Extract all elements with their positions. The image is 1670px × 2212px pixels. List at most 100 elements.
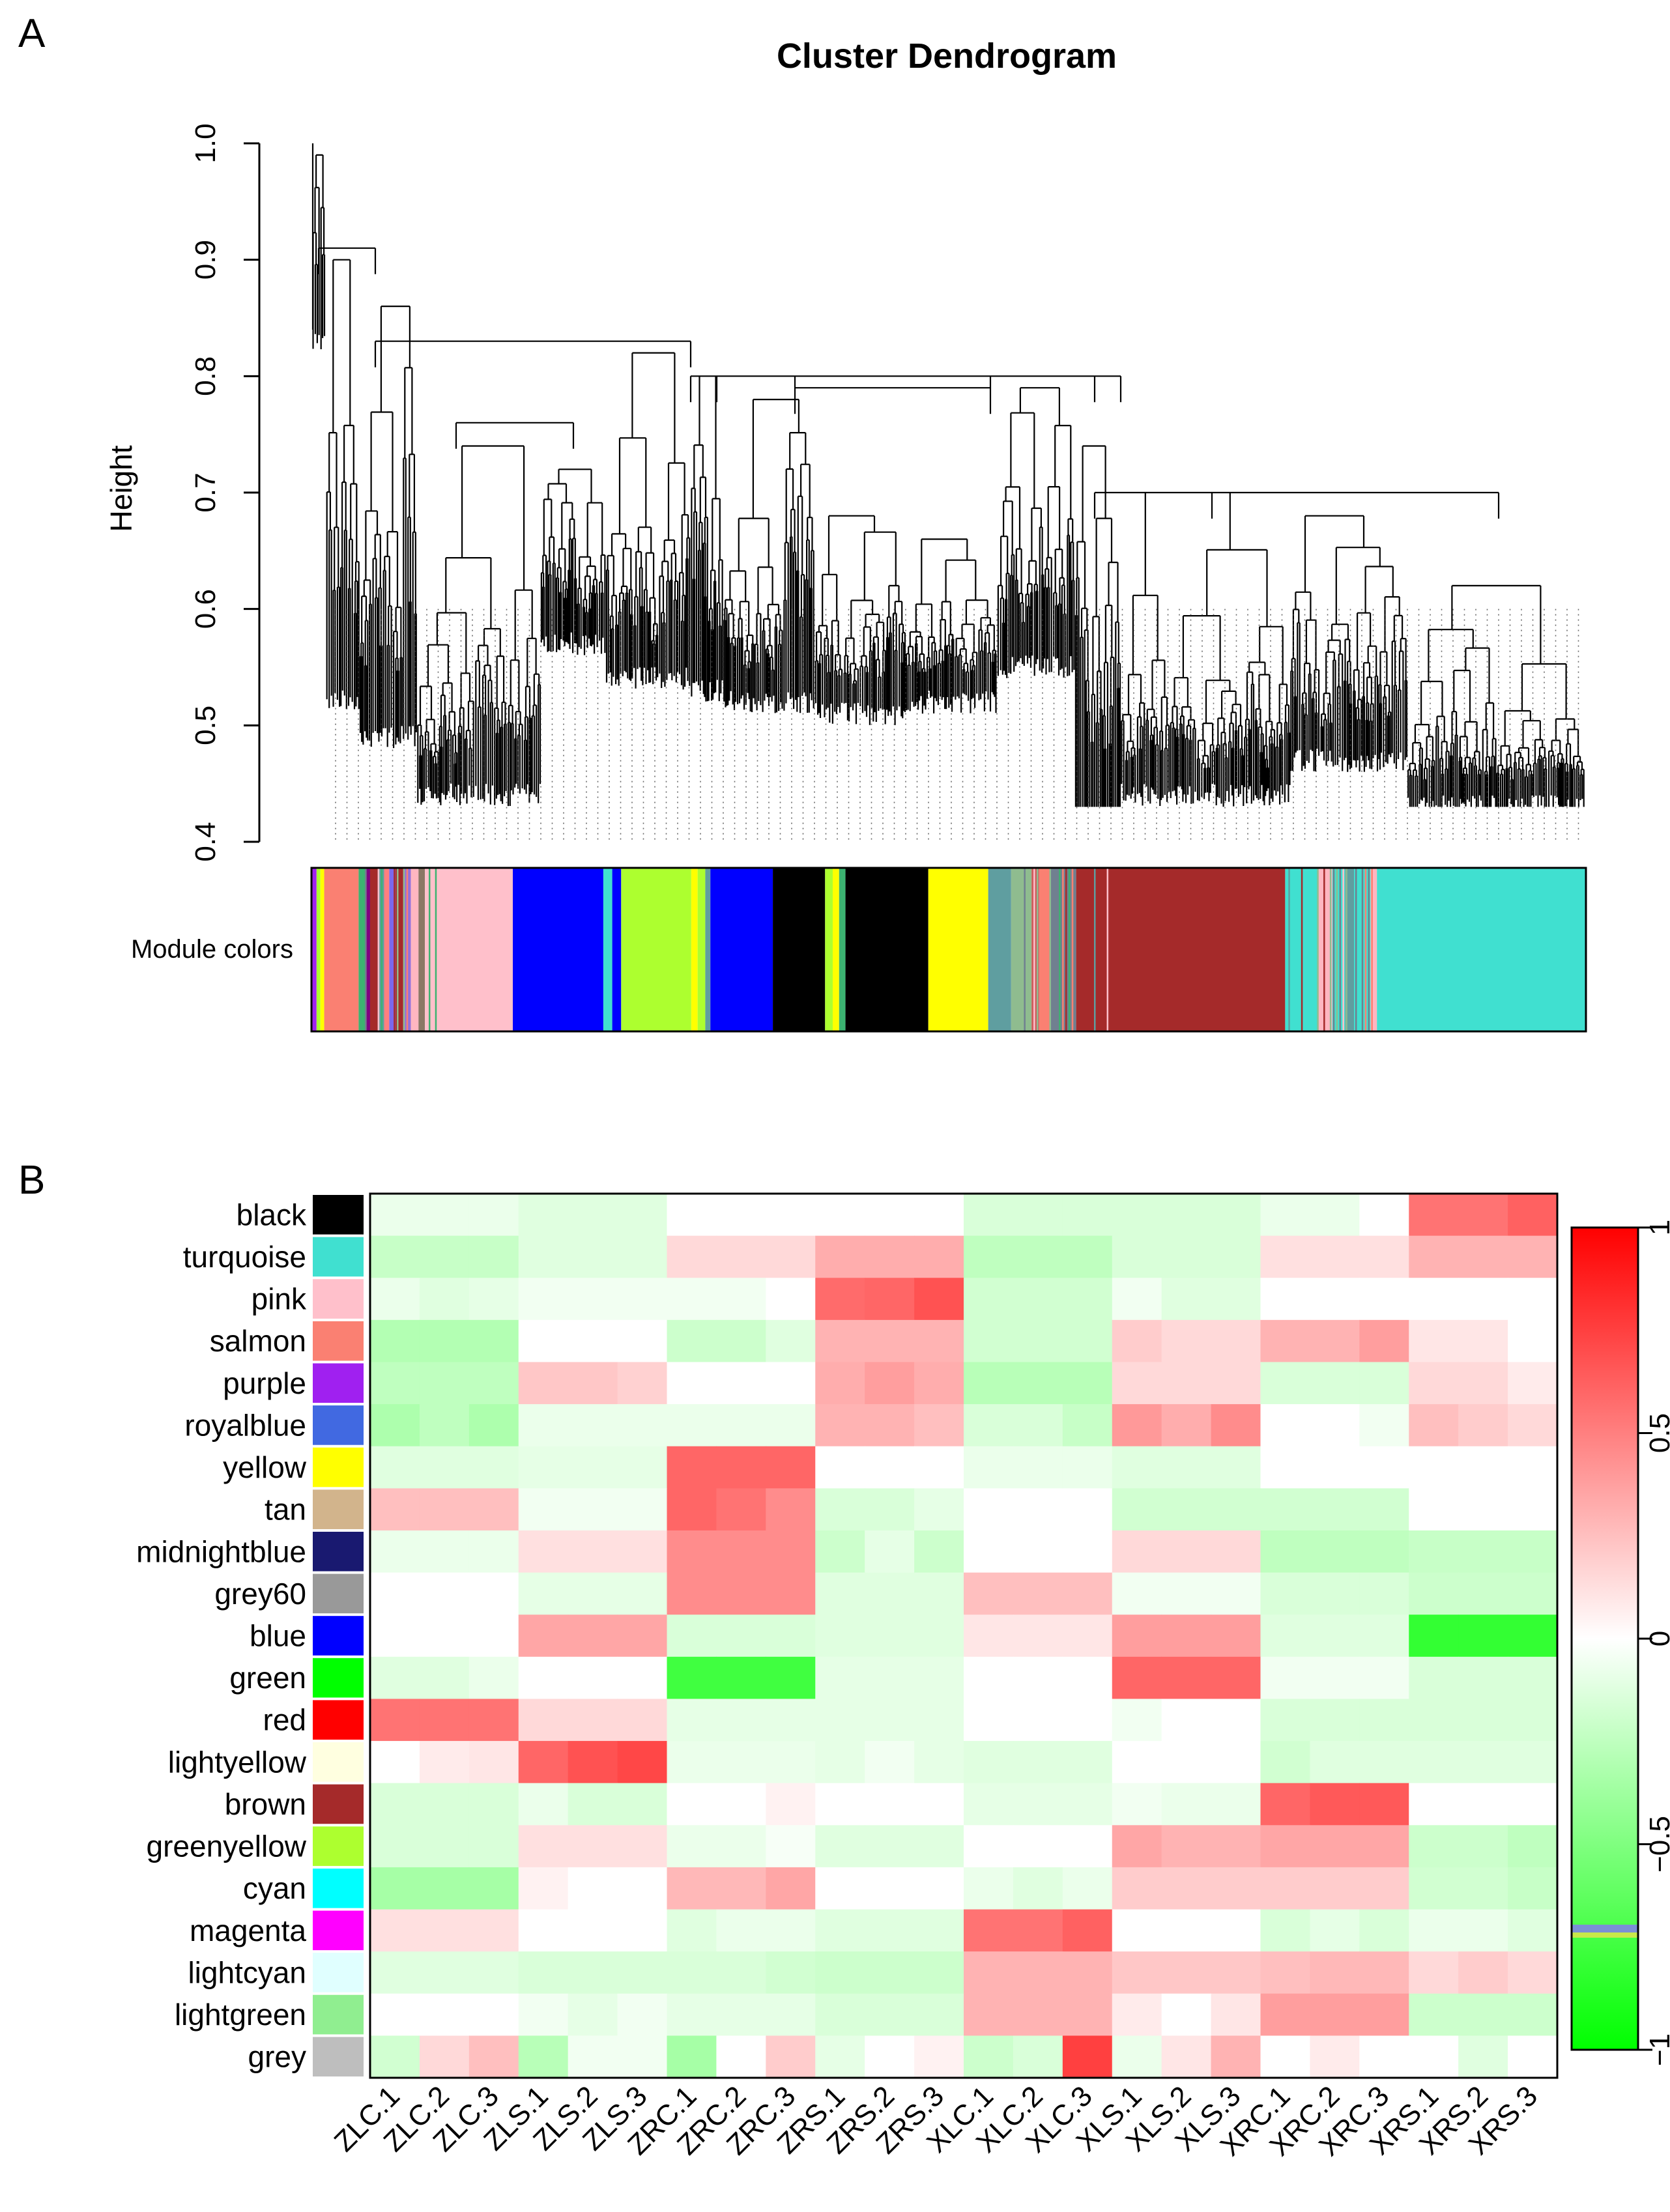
heatmap-cell	[1508, 1319, 1558, 1363]
heatmap-cell	[1211, 1530, 1261, 1573]
heatmap-cell	[518, 1993, 569, 2036]
heatmap-cell	[370, 1235, 420, 1278]
heatmap-cell	[1508, 1404, 1558, 1447]
heatmap-cell	[568, 1194, 618, 1237]
module-swatch-lightyellow	[313, 1742, 364, 1782]
heatmap-cell	[468, 1319, 519, 1363]
heatmap-cell	[1310, 1825, 1360, 1868]
heatmap-cell	[1062, 1993, 1113, 2036]
heatmap-cell	[815, 1867, 865, 1910]
heatmap-cell	[419, 1319, 470, 1363]
heatmap-cell	[1409, 1867, 1459, 1910]
heatmap-cell	[1062, 1615, 1113, 1658]
heatmap-cell	[964, 1699, 1014, 1742]
module-swatch-green	[313, 1658, 364, 1698]
heatmap-cell	[716, 2035, 766, 2078]
heatmap-cell	[964, 1194, 1014, 1237]
heatmap-cell	[1508, 1235, 1558, 1278]
heatmap-cell	[865, 1194, 915, 1237]
module-label-brown: brown	[225, 1787, 306, 1821]
heatmap-cell	[419, 1615, 470, 1658]
heatmap-cell	[1211, 1909, 1261, 1952]
module-swatch-grey	[313, 2037, 364, 2076]
dendrogram-branches	[311, 143, 1585, 807]
heatmap-cell	[1310, 1404, 1360, 1447]
heatmap-cell	[865, 1699, 915, 1742]
heatmap-cell	[1310, 1530, 1360, 1573]
heatmap-cell	[1211, 1278, 1261, 1321]
heatmap-cell	[568, 1741, 618, 1784]
heatmap-cell	[1062, 1741, 1113, 1784]
heatmap-cell	[518, 1194, 569, 1237]
heatmap-cell	[1359, 1488, 1409, 1531]
heatmap-cell	[1508, 1825, 1558, 1868]
heatmap-cell	[1013, 1278, 1063, 1321]
heatmap-cell	[518, 1530, 569, 1573]
heatmap-cell	[1310, 1319, 1360, 1363]
heatmap-cell	[1260, 1656, 1311, 1700]
heatmap-cell	[964, 1319, 1014, 1363]
module-color-segment	[436, 868, 513, 1031]
heatmap-cell	[964, 1656, 1014, 1700]
heatmap-cell	[1062, 2035, 1113, 2078]
heatmap-cell	[617, 1741, 668, 1784]
heatmap-cell	[1161, 1446, 1212, 1489]
module-color-segment	[384, 868, 390, 1031]
heatmap-cell	[766, 1825, 816, 1868]
heatmap-cell	[419, 1194, 470, 1237]
heatmap-cell	[914, 1741, 964, 1784]
module-color-segment	[928, 868, 988, 1031]
module-color-segment	[621, 868, 691, 1031]
heatmap-cell	[1260, 1825, 1311, 1868]
heatmap-cell	[1161, 1993, 1212, 2036]
heatmap-cell	[617, 1825, 668, 1868]
module-color-segment	[311, 868, 317, 1031]
module-color-segment	[316, 868, 321, 1031]
module-color-stripe	[381, 868, 383, 1031]
heatmap-cell	[419, 1235, 470, 1278]
heatmap-cell	[1211, 1699, 1261, 1742]
y-tick-label: 0.7	[190, 472, 222, 512]
heatmap-cell	[865, 1615, 915, 1658]
heatmap-cell	[667, 1615, 717, 1658]
heatmap-cell	[568, 1951, 618, 1994]
heatmap-cell	[667, 1572, 717, 1615]
heatmap-cell	[518, 1362, 569, 1405]
module-color-stripe	[1033, 868, 1035, 1031]
heatmap-cell	[815, 1446, 865, 1489]
heatmap-cell	[964, 1741, 1014, 1784]
module-color-stripe	[1323, 868, 1325, 1031]
heatmap-cell	[419, 1572, 470, 1615]
module-color-segment	[845, 868, 929, 1031]
heatmap-cell	[716, 1741, 766, 1784]
heatmap-cell	[1013, 1993, 1063, 2036]
dendrogram-y-label: Height	[104, 445, 138, 532]
heatmap-cell	[518, 1741, 569, 1784]
module-color-stripe	[1371, 868, 1373, 1031]
module-color-segment	[1370, 868, 1377, 1031]
module-label-midnightblue: midnightblue	[136, 1534, 306, 1568]
module-color-segment	[410, 868, 419, 1031]
heatmap-cell	[667, 1741, 717, 1784]
y-tick-label: 0.4	[190, 822, 222, 861]
heatmap-cell	[1062, 1572, 1113, 1615]
heatmap-cell	[617, 1699, 668, 1742]
heatmap-cell	[518, 1825, 569, 1868]
heatmap-cell	[766, 1993, 816, 2036]
heatmap-cell	[964, 1488, 1014, 1531]
heatmap-cell	[914, 1615, 964, 1658]
module-color-segment	[710, 868, 773, 1031]
module-color-segment	[1318, 868, 1332, 1031]
heatmap-cell	[914, 1235, 964, 1278]
heatmap-cell	[667, 1488, 717, 1531]
heatmap-cell	[1458, 1909, 1508, 1952]
module-color-bar	[311, 868, 1586, 1031]
heatmap-cell	[1161, 1783, 1212, 1826]
module-color-bar-frame	[310, 867, 1587, 1033]
heatmap-cell	[518, 1278, 569, 1321]
heatmap-cell	[667, 1909, 717, 1952]
heatmap-cell	[964, 1825, 1014, 1868]
heatmap-cell	[1359, 1446, 1409, 1489]
heatmap-cell	[1458, 1446, 1508, 1489]
heatmap-cell	[1409, 1993, 1459, 2036]
